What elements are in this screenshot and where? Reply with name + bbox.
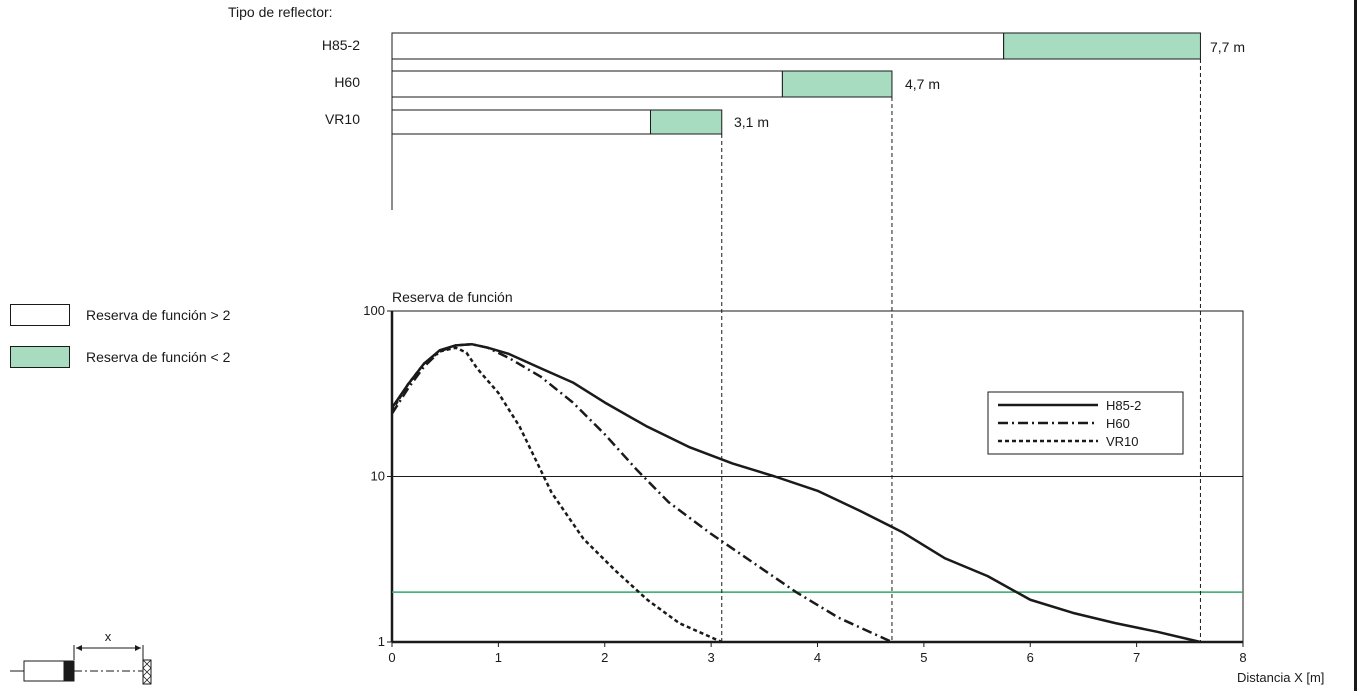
range-label-h60: 4,7 m — [905, 76, 941, 92]
x-tick-label: 6 — [1027, 650, 1034, 665]
reflector-name-vr10: VR10 — [324, 111, 360, 127]
legend-swatch-high — [10, 304, 70, 326]
x-tick-label: 7 — [1133, 650, 1140, 665]
x-tick-label: 2 — [601, 650, 608, 665]
series-line-h85-2 — [390, 342, 1201, 644]
sensor-lens-icon — [63, 660, 75, 682]
series-line-vr10 — [390, 346, 723, 644]
x-axis-label: Distancia X [m] — [1237, 670, 1325, 685]
x-tick-label: 3 — [708, 650, 715, 665]
reflector-name-h60: H60 — [334, 74, 360, 90]
range-label-h85-2: 7,7 m — [1210, 39, 1246, 55]
legend-label-h60: H60 — [1106, 416, 1130, 431]
x-tick-label: 5 — [920, 650, 927, 665]
dimension-arrow-right-icon — [135, 645, 141, 651]
dimension-arrow-left-icon — [76, 645, 82, 651]
legend-label-vr10: VR10 — [1106, 434, 1139, 449]
series-line-h60 — [390, 342, 893, 644]
y-tick-label: 1 — [378, 634, 385, 649]
legend-label-high: Reserva de función > 2 — [86, 307, 231, 323]
reflector-hatch-icon — [142, 659, 152, 685]
sensor-body-icon — [23, 660, 65, 682]
legend-swatch-low — [10, 346, 70, 368]
reflector-type-label: Tipo de reflector: — [228, 4, 333, 20]
bar-low-vr10 — [649, 109, 723, 135]
bar-high-vr10 — [391, 109, 651, 135]
x-tick-label: 8 — [1239, 650, 1246, 665]
y-axis-label: Reserva de función — [392, 289, 513, 305]
bar-low-h60 — [781, 70, 893, 98]
bar-high-h60 — [391, 70, 783, 98]
distance-marker-label: x — [105, 629, 112, 644]
legend-label-low: Reserva de función < 2 — [86, 349, 231, 365]
x-tick-label: 1 — [495, 650, 502, 665]
range-label-vr10: 3,1 m — [734, 114, 770, 130]
legend-label-h85-2: H85-2 — [1106, 398, 1141, 413]
y-tick-label: 10 — [371, 469, 385, 484]
x-tick-label: 0 — [388, 650, 395, 665]
y-tick-label: 100 — [363, 303, 385, 318]
x-tick-label: 4 — [814, 650, 821, 665]
bar-high-h85-2 — [391, 32, 1005, 60]
bar-low-h85-2 — [1003, 32, 1201, 60]
page-border — [1354, 0, 1357, 691]
reflector-name-h85-2: H85-2 — [321, 37, 360, 53]
